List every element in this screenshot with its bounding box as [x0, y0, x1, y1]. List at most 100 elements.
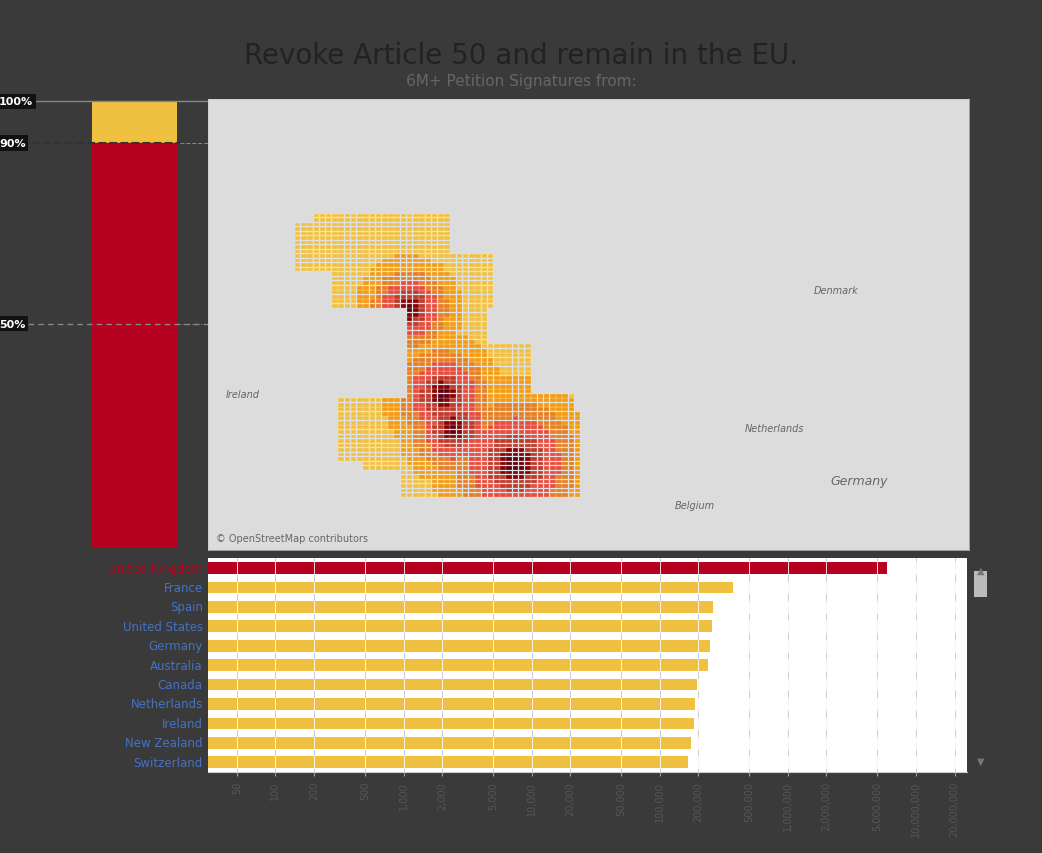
- Bar: [419, 386, 425, 389]
- Bar: [563, 471, 568, 475]
- Bar: [463, 457, 469, 461]
- Bar: [531, 449, 537, 452]
- Bar: [431, 457, 438, 461]
- Bar: [345, 250, 350, 254]
- Bar: [519, 494, 524, 497]
- Bar: [413, 417, 419, 421]
- Bar: [406, 232, 413, 236]
- Bar: [481, 368, 487, 371]
- Bar: [314, 241, 319, 245]
- Bar: [400, 417, 406, 421]
- Bar: [376, 467, 381, 470]
- Bar: [395, 399, 400, 403]
- Bar: [419, 368, 425, 371]
- Bar: [481, 403, 487, 407]
- Bar: [370, 223, 375, 227]
- Bar: [438, 439, 444, 444]
- Bar: [332, 237, 338, 241]
- Bar: [494, 372, 499, 376]
- Bar: [481, 435, 487, 438]
- Bar: [431, 449, 438, 452]
- Bar: [419, 376, 425, 380]
- Bar: [425, 413, 431, 416]
- Bar: [450, 264, 456, 268]
- Bar: [444, 219, 450, 223]
- Bar: [295, 223, 300, 227]
- Bar: [450, 475, 456, 479]
- Bar: [351, 457, 356, 461]
- Bar: [438, 421, 444, 426]
- Bar: [544, 449, 549, 452]
- Bar: [450, 255, 456, 258]
- Bar: [301, 223, 306, 227]
- Bar: [295, 232, 300, 236]
- Bar: [475, 421, 480, 426]
- Bar: [438, 327, 444, 331]
- Bar: [444, 462, 450, 466]
- Bar: [400, 494, 406, 497]
- Bar: [425, 480, 431, 484]
- Bar: [556, 413, 562, 416]
- Bar: [370, 421, 375, 426]
- Bar: [419, 435, 425, 438]
- Bar: [431, 462, 438, 466]
- Bar: [563, 462, 568, 466]
- Bar: [506, 431, 512, 434]
- Bar: [500, 372, 505, 376]
- Bar: [431, 453, 438, 457]
- Bar: [370, 228, 375, 232]
- Bar: [357, 241, 363, 245]
- Bar: [364, 281, 369, 286]
- Bar: [513, 449, 518, 452]
- Bar: [494, 394, 499, 398]
- Bar: [345, 241, 350, 245]
- Bar: [345, 219, 350, 223]
- Bar: [525, 394, 530, 398]
- Bar: [519, 439, 524, 444]
- Bar: [463, 322, 469, 326]
- Bar: [413, 291, 419, 294]
- Bar: [438, 462, 444, 466]
- Bar: [450, 435, 456, 438]
- Bar: [425, 214, 431, 218]
- Bar: [389, 269, 394, 272]
- Bar: [406, 475, 413, 479]
- Bar: [438, 277, 444, 281]
- Bar: [438, 457, 444, 461]
- Bar: [525, 368, 530, 371]
- Bar: [469, 399, 474, 403]
- Bar: [450, 269, 456, 272]
- Bar: [438, 287, 444, 290]
- Bar: [444, 281, 450, 286]
- Bar: [351, 408, 356, 412]
- Bar: [456, 309, 463, 313]
- Bar: [494, 354, 499, 357]
- Bar: [438, 232, 444, 236]
- Bar: [488, 291, 493, 294]
- Bar: [419, 313, 425, 317]
- Bar: [389, 399, 394, 403]
- Bar: [444, 471, 450, 475]
- Bar: [425, 435, 431, 438]
- Bar: [450, 277, 456, 281]
- Bar: [413, 300, 419, 304]
- Bar: [389, 413, 394, 416]
- Bar: [469, 376, 474, 380]
- Bar: [563, 467, 568, 470]
- Bar: [419, 223, 425, 227]
- Bar: [400, 480, 406, 484]
- Bar: [438, 354, 444, 357]
- Bar: [364, 417, 369, 421]
- Bar: [431, 475, 438, 479]
- Bar: [531, 444, 537, 448]
- Bar: [488, 305, 493, 308]
- Bar: [357, 255, 363, 258]
- Bar: [332, 291, 338, 294]
- Bar: [431, 228, 438, 232]
- Bar: [425, 467, 431, 470]
- Text: France: France: [164, 581, 203, 595]
- Bar: [400, 214, 406, 218]
- Bar: [208, 601, 713, 613]
- Bar: [419, 431, 425, 434]
- Bar: [339, 300, 344, 304]
